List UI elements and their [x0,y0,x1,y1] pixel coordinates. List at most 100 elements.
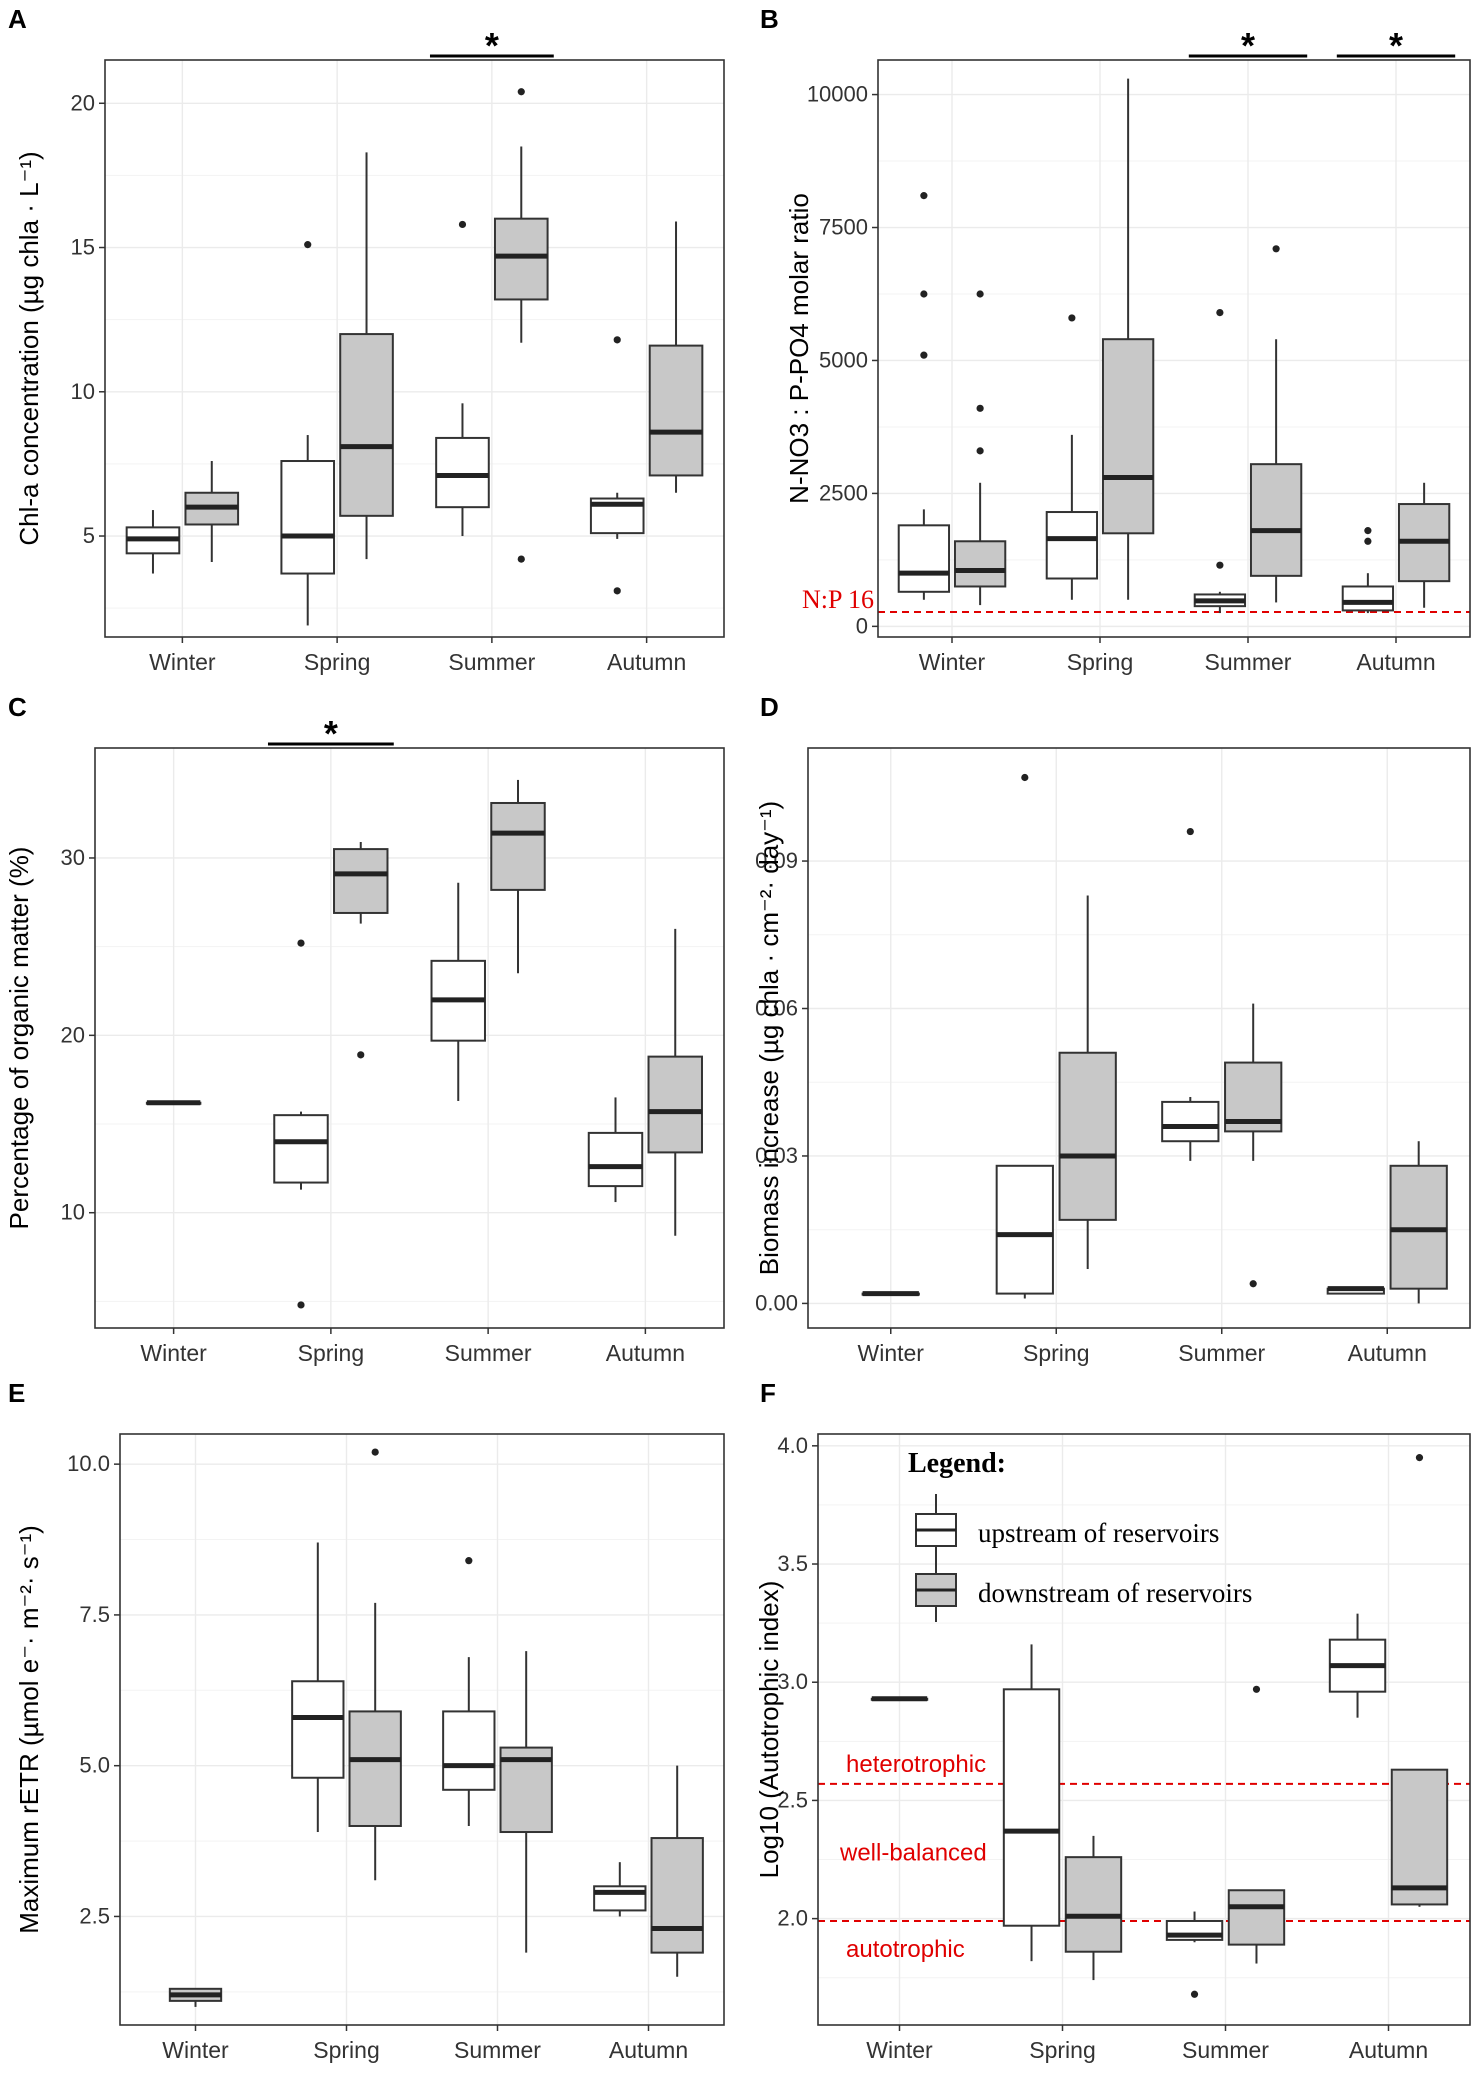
box-iqr [435,436,490,509]
band-label: well-balanced [839,1839,987,1866]
box-spring-downstream [1064,1835,1123,1981]
y-tick-label: 0.09 [755,848,798,873]
reference-line-label: N:P 16 [802,585,874,614]
panel-border [807,747,1471,1329]
legend-key [915,1494,957,1562]
y-tick-label: 10 [61,1200,85,1225]
significance-star: * [324,713,338,754]
box-iqr [647,1055,703,1154]
box-spring-downstream [348,1448,402,1881]
box-autumn-upstream [1328,1613,1387,1718]
box-summer-downstream [1249,245,1303,603]
box-winter-upstream [145,1100,202,1106]
box-iqr [1058,1051,1117,1221]
reference-line-label: heterotrophic [846,1751,986,1778]
x-tick-label: Winter [140,1340,207,1366]
box-iqr [1002,1688,1061,1927]
y-tick-label: 7500 [819,215,868,240]
box-summer-downstream [490,779,546,974]
outlier-point [920,351,928,359]
panel-border [94,747,725,1329]
x-tick-label: Autumn [1356,649,1435,675]
panel-C: C 10 20 30 Winter Spring Summer Autumn Percentag… [4,692,725,1366]
x-tick-label: Summer [1205,649,1292,675]
box-autumn-downstream [647,928,703,1236]
y-axis-title: Chl-a concentration (µg chla · L⁻¹) [14,151,44,545]
reference-line-label: autotrophic [846,1936,965,1963]
y-tick-label: 5000 [819,347,868,372]
outlier-point [1186,827,1194,836]
plot-area [120,1434,724,2025]
y-axis-title: Percentage of organic matter (%) [4,847,34,1230]
box-iqr [273,1114,329,1184]
y-tick-label: 0.00 [755,1290,798,1315]
outlier-point [1252,1685,1261,1693]
x-tick-label: Autumn [1348,1340,1427,1366]
box-iqr [897,524,951,593]
significance-star: * [1241,25,1255,66]
x-tick-label: Spring [304,649,370,675]
y-axis-title: Log10 (Autotrophic index) [754,1581,784,1879]
y-axis-title: Maximum rETR (µmol e⁻· m⁻²· s⁻¹) [14,1525,44,1934]
box-iqr [1227,1889,1286,1946]
x-tick-label: Spring [313,2037,379,2063]
box-autumn-downstream [1389,1141,1448,1304]
panel-E: E 2.5 5.0 7.5 10.0 Winter Spring Summer Autumn Ma… [8,1378,725,2063]
box-iqr [995,1164,1054,1295]
x-tick-label: Spring [1023,1340,1089,1366]
box-iqr [1390,1768,1449,1906]
x-tick-label: Spring [1029,2037,1095,2063]
box-spring-downstream [1101,78,1155,600]
outlier-point [613,336,621,344]
x-tick-label: Summer [448,649,535,675]
y-tick-label: 3.0 [777,1669,808,1694]
legend-item-label: downstream of reservoirs [978,1578,1252,1608]
x-tick-label: Summer [445,1340,532,1366]
y-tick-label: 2.5 [79,1903,110,1928]
plot-area [808,748,1470,1328]
box-winter-downstream [184,461,240,562]
box-winter-upstream [125,510,181,574]
y-tick-label: 7.5 [79,1602,110,1627]
box-iqr [1161,1100,1220,1143]
outlier-point [1216,309,1224,317]
box-autumn-downstream [1390,1454,1449,1907]
box-iqr [1249,463,1303,577]
panel-F: F 2.0 2.5 3.0 3.5 4.0 Winter Spring Summer Autumn… [754,1378,1471,2063]
plot-area [95,748,724,1328]
outlier-point [976,447,984,455]
box-iqr [280,460,336,575]
box-iqr [333,848,389,914]
box-iqr [587,1131,644,1188]
y-tick-label: 10.0 [67,1451,110,1476]
x-tick-label: Winter [919,649,986,675]
outlier-point [1216,561,1224,569]
y-axis-title: Biomass increase (µg chla · cm⁻²· day⁻¹) [754,801,784,1275]
x-tick-label: Winter [858,1340,925,1366]
box-iqr [648,344,704,477]
plot-area [105,60,724,637]
panel-label: E [8,1378,25,1408]
box-autumn-upstream [1326,1286,1385,1295]
box-summer-downstream [1227,1685,1286,1964]
y-tick-label: 2500 [819,480,868,505]
y-tick-label: 5.0 [79,1753,110,1778]
box-iqr [442,1710,496,1791]
y-tick-label: 5 [83,523,95,548]
y-tick-label: 0 [856,613,868,638]
box-summer-downstream [1224,1003,1283,1288]
box-winter-upstream [897,192,951,600]
y-tick-label: 20 [71,90,95,115]
box-iqr [339,333,394,517]
outlier-point [1272,245,1280,253]
panel-B: B 0 2500 5000 7500 10000 Winter Spring Summer Aut… [760,4,1471,675]
box-iqr [1064,1856,1123,1953]
x-tick-label: Summer [454,2037,541,2063]
box-iqr [490,801,546,891]
box-iqr [953,540,1007,588]
panel-border [817,1433,1471,2026]
box-summer-upstream [1193,309,1247,614]
panel-border [877,59,1471,638]
y-tick-label: 30 [61,845,85,870]
panel-label: C [8,692,27,722]
